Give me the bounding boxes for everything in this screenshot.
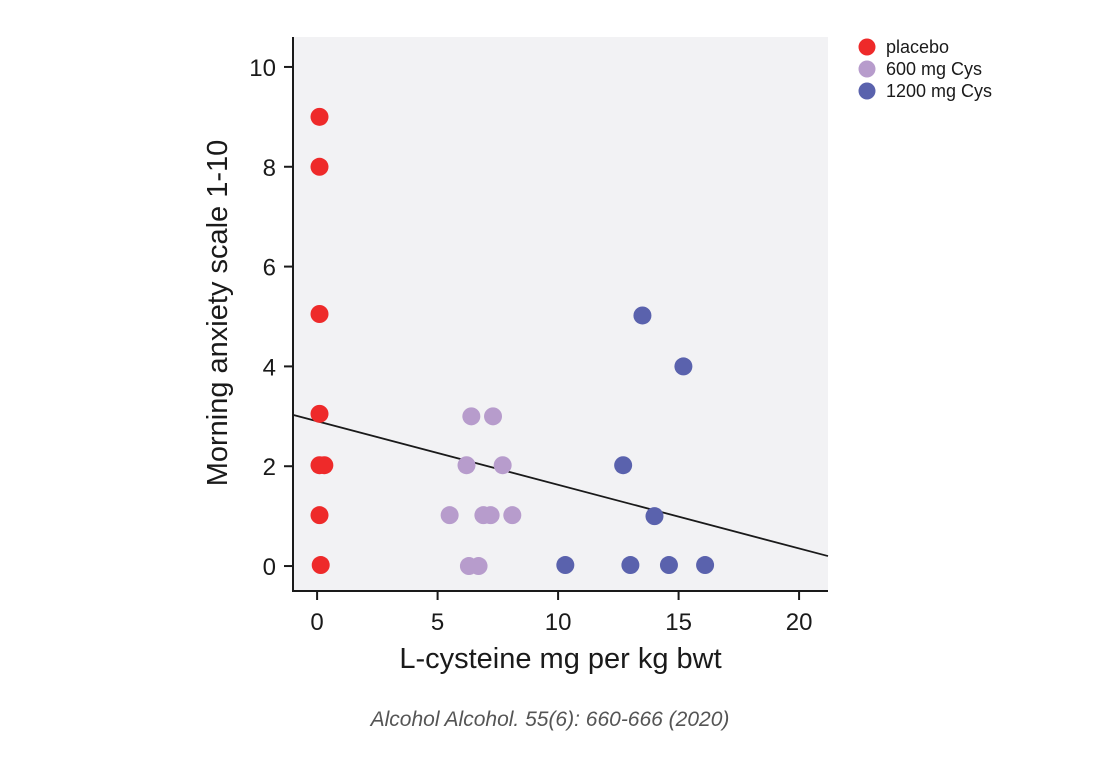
x-tick-label: 0 <box>310 609 323 636</box>
ticks: 0 5 10 15 20 0 2 4 6 8 10 <box>249 55 812 636</box>
y-tick-label: 6 <box>263 255 276 282</box>
citation: Alcohol Alcohol. 55(6): 660-666 (2020) <box>370 708 730 731</box>
data-point <box>315 456 334 475</box>
data-point <box>311 556 330 575</box>
data-point <box>696 556 715 575</box>
data-point <box>440 506 459 525</box>
data-point <box>659 556 678 575</box>
data-point <box>645 507 664 526</box>
y-tick-label: 8 <box>263 155 276 182</box>
y-tick-label: 0 <box>263 554 276 581</box>
data-point <box>462 407 481 426</box>
legend-marker <box>858 82 876 100</box>
y-tick-label: 10 <box>249 55 276 82</box>
y-axis-label: Morning anxiety scale 1-10 <box>202 140 234 487</box>
data-point <box>674 357 693 376</box>
legend-label: placebo <box>886 37 949 57</box>
legend-marker <box>858 38 876 56</box>
x-axis-label: L-cysteine mg per kg bwt <box>399 643 721 675</box>
data-point <box>469 557 488 576</box>
data-point <box>493 456 512 475</box>
data-point <box>621 556 640 575</box>
x-tick-label: 15 <box>665 609 692 636</box>
data-point <box>310 506 329 525</box>
axes <box>292 37 828 592</box>
points-layer <box>310 107 715 576</box>
y-tick-label: 4 <box>263 354 276 381</box>
scatter-chart: 0 5 10 15 20 0 2 4 6 8 10 L-cysteine mg per kg bwt… <box>202 37 992 675</box>
x-tick-label: 5 <box>431 609 444 636</box>
data-point <box>633 306 652 325</box>
data-point <box>503 506 522 525</box>
data-point <box>310 107 329 126</box>
data-point <box>457 456 476 475</box>
data-point <box>481 506 500 525</box>
data-point <box>556 556 575 575</box>
legend-label: 600 mg Cys <box>886 59 982 79</box>
legend-label: 1200 mg Cys <box>886 81 992 101</box>
trendline <box>292 413 829 557</box>
data-point <box>484 407 503 426</box>
data-point <box>310 404 329 423</box>
trendline-layer <box>292 413 829 557</box>
x-tick-label: 10 <box>545 609 572 636</box>
x-tick-label: 20 <box>786 609 813 636</box>
y-tick-label: 2 <box>263 454 276 481</box>
plot-area <box>293 37 828 591</box>
data-point <box>310 157 329 176</box>
data-point <box>614 456 633 475</box>
data-point <box>310 305 329 323</box>
legend-marker <box>858 60 876 78</box>
